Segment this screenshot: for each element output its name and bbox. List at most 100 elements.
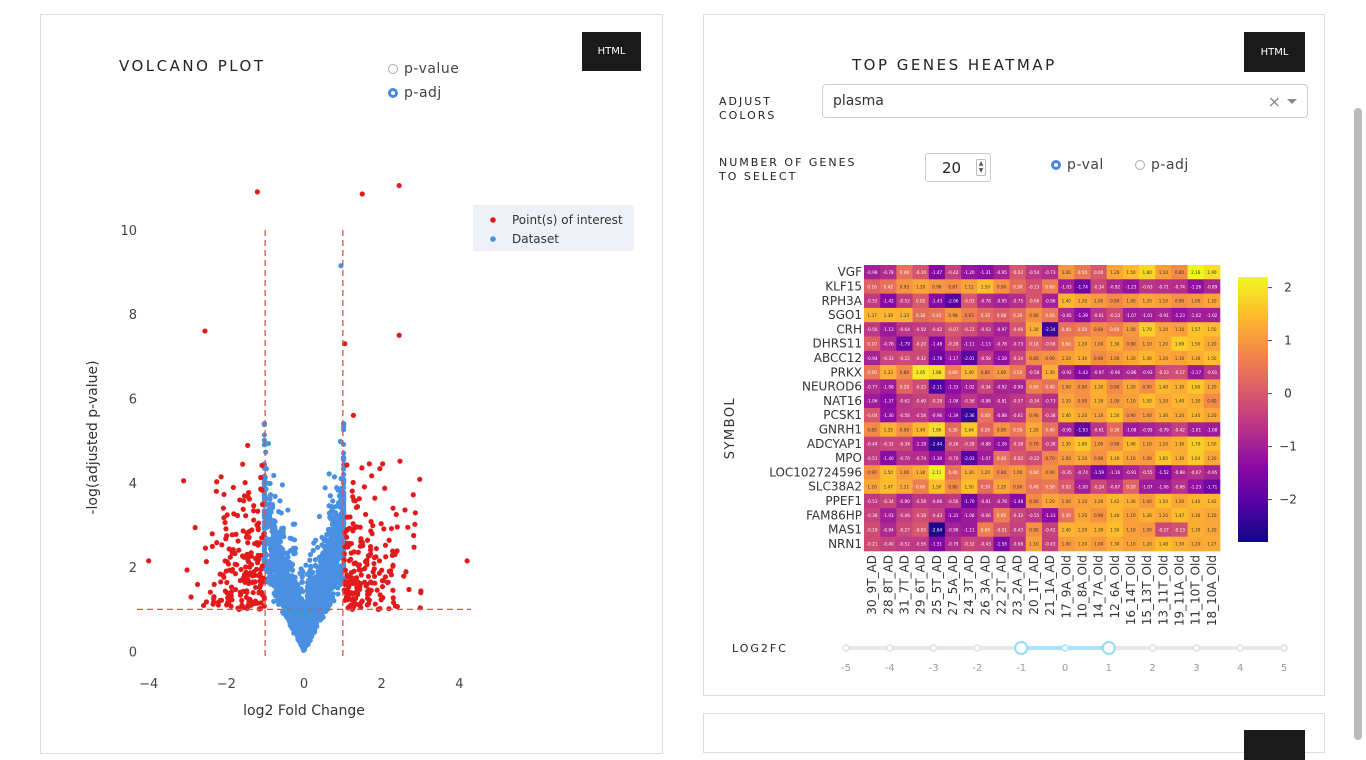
spin-down-icon[interactable]: ▼ [978, 167, 984, 174]
dataset-point [319, 565, 326, 571]
heatmap-row-label: ABCC12 [814, 351, 862, 365]
heatmap-cell [1042, 493, 1059, 509]
dataset-point [332, 523, 338, 530]
volcano-export-html-button[interactable]: HTML [582, 32, 641, 71]
dataset-point [317, 590, 323, 596]
heatmap-cell-label: 0.40 [900, 270, 910, 275]
heatmap-cell [1009, 408, 1027, 423]
interest-points [146, 182, 470, 612]
color-scale-select[interactable]: plasma × [822, 84, 1308, 118]
heatmap-cell [880, 265, 897, 280]
heatmap-cell [880, 393, 897, 409]
heatmap-cell [1025, 365, 1043, 380]
page-scrollbar[interactable] [1354, 108, 1362, 740]
heatmap-cell [1122, 450, 1140, 466]
heatmap-cell-label: -1.33 [1045, 513, 1056, 518]
heatmap-cell [1155, 508, 1172, 523]
chevron-down-icon[interactable] [1287, 99, 1297, 104]
heatmap-cell [1009, 522, 1027, 537]
interest-point [223, 536, 229, 542]
heatmap-chart[interactable]: -0.98 -0.78 0.40 -0.10 -1.47 -0.42 -1.20 -1.31-… [704, 215, 1324, 695]
heatmap-cell [1058, 293, 1075, 309]
interest-point [225, 561, 232, 567]
heatmap-cell-label: 0.20 [981, 427, 991, 432]
dataset-point [320, 606, 327, 612]
heatmap-cell [1155, 279, 1172, 294]
volcano-chart[interactable]: −4 −2 0 2 4 0 2 4 6 8 10 log2 Fold Change -log(adjus… [41, 15, 662, 737]
log2fc-range-slider[interactable]: -5 -4 -3 -2 -1 0 1 2 3 4 5 [834, 635, 1294, 675]
number-spinner[interactable]: ▲ ▼ [976, 159, 986, 176]
dataset-point [292, 521, 298, 527]
heatmap-cell-label: 1.40 [1143, 356, 1153, 361]
heatmap-cell-label: 0.30 [981, 484, 991, 489]
slider-handle[interactable] [1014, 641, 1029, 655]
volcano-radio-padj[interactable]: p-adj [388, 85, 442, 101]
heatmap-cell [1106, 350, 1124, 366]
heatmap-cell-label: 1.20 [1062, 399, 1072, 404]
heatmap-cell [1122, 422, 1140, 437]
heatmap-cell [1074, 508, 1091, 523]
heatmap-cell-label: 0.90 [1078, 399, 1088, 404]
interest-point [214, 479, 220, 485]
heatmap-cell [880, 422, 897, 437]
heatmap-cell [912, 293, 930, 309]
heatmap-cell [993, 336, 1010, 352]
heatmap-cell [1139, 393, 1156, 409]
interest-point [239, 602, 245, 608]
dataset-point [321, 575, 327, 581]
slider-handle[interactable] [1101, 641, 1116, 655]
heatmap-cell-label: 0.30 [1110, 427, 1120, 432]
heatmap-cell-label: -1.11 [964, 341, 975, 346]
heatmap-cell-label: 0.90 [997, 427, 1007, 432]
x-axis-label: log2 Fold Change [243, 703, 365, 719]
heatmap-cell [1074, 350, 1091, 366]
heatmap-radio-padj[interactable]: p-adj [1135, 157, 1189, 173]
heatmap-cell-label: -0.88 [980, 442, 991, 447]
heatmap-cell [912, 336, 930, 352]
heatmap-cell-label: -1.93 [1077, 427, 1088, 432]
heatmap-cell-label: 1.00 [1062, 384, 1072, 389]
heatmap-export-html-button[interactable]: HTML [1244, 32, 1305, 72]
colorbar-tick-label: 1 [1284, 334, 1292, 348]
dataset-point [261, 437, 267, 443]
num-genes-input[interactable]: 20 ▲ ▼ [925, 153, 991, 182]
radio-circle-icon [388, 88, 398, 98]
interest-point [257, 552, 264, 559]
dataset-point [324, 581, 330, 587]
dataset-point [278, 551, 285, 557]
next-panel-export-button[interactable] [1244, 730, 1305, 760]
heatmap-cell-label: 0.08 [997, 313, 1007, 318]
heatmap-cell [944, 479, 962, 495]
volcano-radio-pvalue[interactable]: p-value [388, 61, 459, 77]
heatmap-cell-label: -1.79 [899, 341, 910, 346]
interest-point [357, 524, 363, 530]
heatmap-cell [993, 536, 1010, 552]
heatmap-cell-label: 1.40 [1110, 513, 1120, 518]
heatmap-cell [1074, 393, 1091, 409]
radio-circle-icon [388, 64, 398, 74]
spin-up-icon[interactable]: ▲ [978, 160, 984, 167]
heatmap-cell [1042, 336, 1059, 352]
heatmap-col-label: 22_2T_AD [995, 555, 1009, 615]
heatmap-cell-label: 1.42 [1207, 499, 1217, 504]
heatmap-cell [1203, 450, 1221, 466]
heatmap-cell [880, 365, 897, 380]
heatmap-cell-label: 0.50 [1078, 270, 1088, 275]
heatmap-cell-label: -0.34 [883, 499, 894, 504]
heatmap-cell-label: 1.00 [1094, 299, 1104, 304]
interest-point [257, 540, 263, 546]
heatmap-cell-label: 0.20 [900, 384, 910, 389]
clear-icon[interactable]: × [1267, 92, 1281, 111]
heatmap-cell-label: -0.42 [931, 327, 942, 332]
colorbar-tick-label: 2 [1284, 281, 1292, 295]
heatmap-cell [1042, 422, 1059, 437]
heatmap-cell-label: 0.80 [981, 370, 991, 375]
heatmap-cell [1155, 422, 1172, 437]
dataset-point [284, 587, 290, 593]
dataset-point [274, 535, 280, 542]
heatmap-cell-label: -0.62 [899, 399, 910, 404]
heatmap-radio-pval[interactable]: p-val [1051, 157, 1104, 173]
heatmap-cell-label: -1.01 [1190, 427, 1201, 432]
heatmap-row-label: NEUROD6 [802, 380, 862, 394]
dataset-point [310, 578, 316, 584]
